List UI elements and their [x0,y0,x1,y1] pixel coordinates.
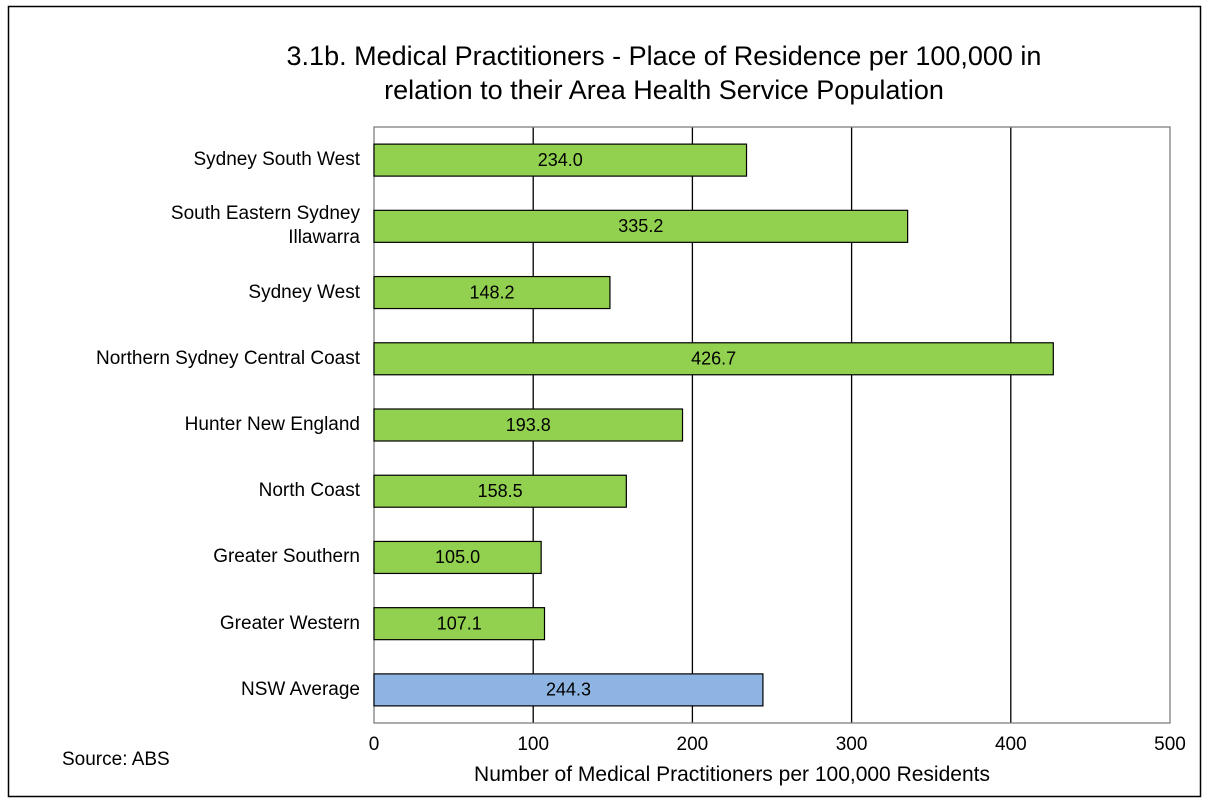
source-note: Source: ABS [62,749,170,770]
y-tick-label: Northern Sydney Central Coast [95,347,360,369]
x-tick-label: 400 [995,734,1027,755]
bar [373,673,764,707]
y-tick-label: South Eastern Sydney Illawarra [170,203,360,249]
value-label: 193.8 [506,415,551,435]
y-tick-label: Sydney West [248,281,360,303]
bar [373,540,542,575]
value-label: 105.0 [435,547,480,567]
y-tick-label: Greater Western [219,612,360,634]
chart-title: 3.1b. Medical Practitioners - Place of R… [286,41,1042,105]
y-tick-label: Greater Southern [213,546,360,568]
x-tick-label: 0 [369,734,380,755]
bar [373,474,627,508]
bar [373,143,748,177]
value-label: 148.2 [469,282,514,302]
x-tick-label: 300 [836,734,868,755]
value-label: 234.0 [538,150,583,170]
x-tick-label: 100 [517,734,549,755]
x-tick-label: 500 [1154,734,1186,755]
y-tick-label: NSW Average [241,678,360,700]
bar [373,607,546,641]
value-label: 107.1 [437,613,482,633]
value-label: 335.2 [618,216,663,236]
bar [373,408,684,442]
value-label: 158.5 [478,481,523,501]
chart-frame [7,5,1202,798]
y-tick-label: North Coast [258,480,360,502]
bar [373,275,611,310]
value-label: 426.7 [691,349,736,369]
x-axis-label: Number of Medical Practitioners per 100,… [474,763,990,786]
value-label: 244.3 [546,680,591,700]
bar [373,342,1054,376]
y-tick-label: Hunter New England [184,414,360,435]
x-tick-label: 200 [677,734,709,755]
bar [373,209,909,243]
y-tick-label: Sydney South West [193,149,360,171]
